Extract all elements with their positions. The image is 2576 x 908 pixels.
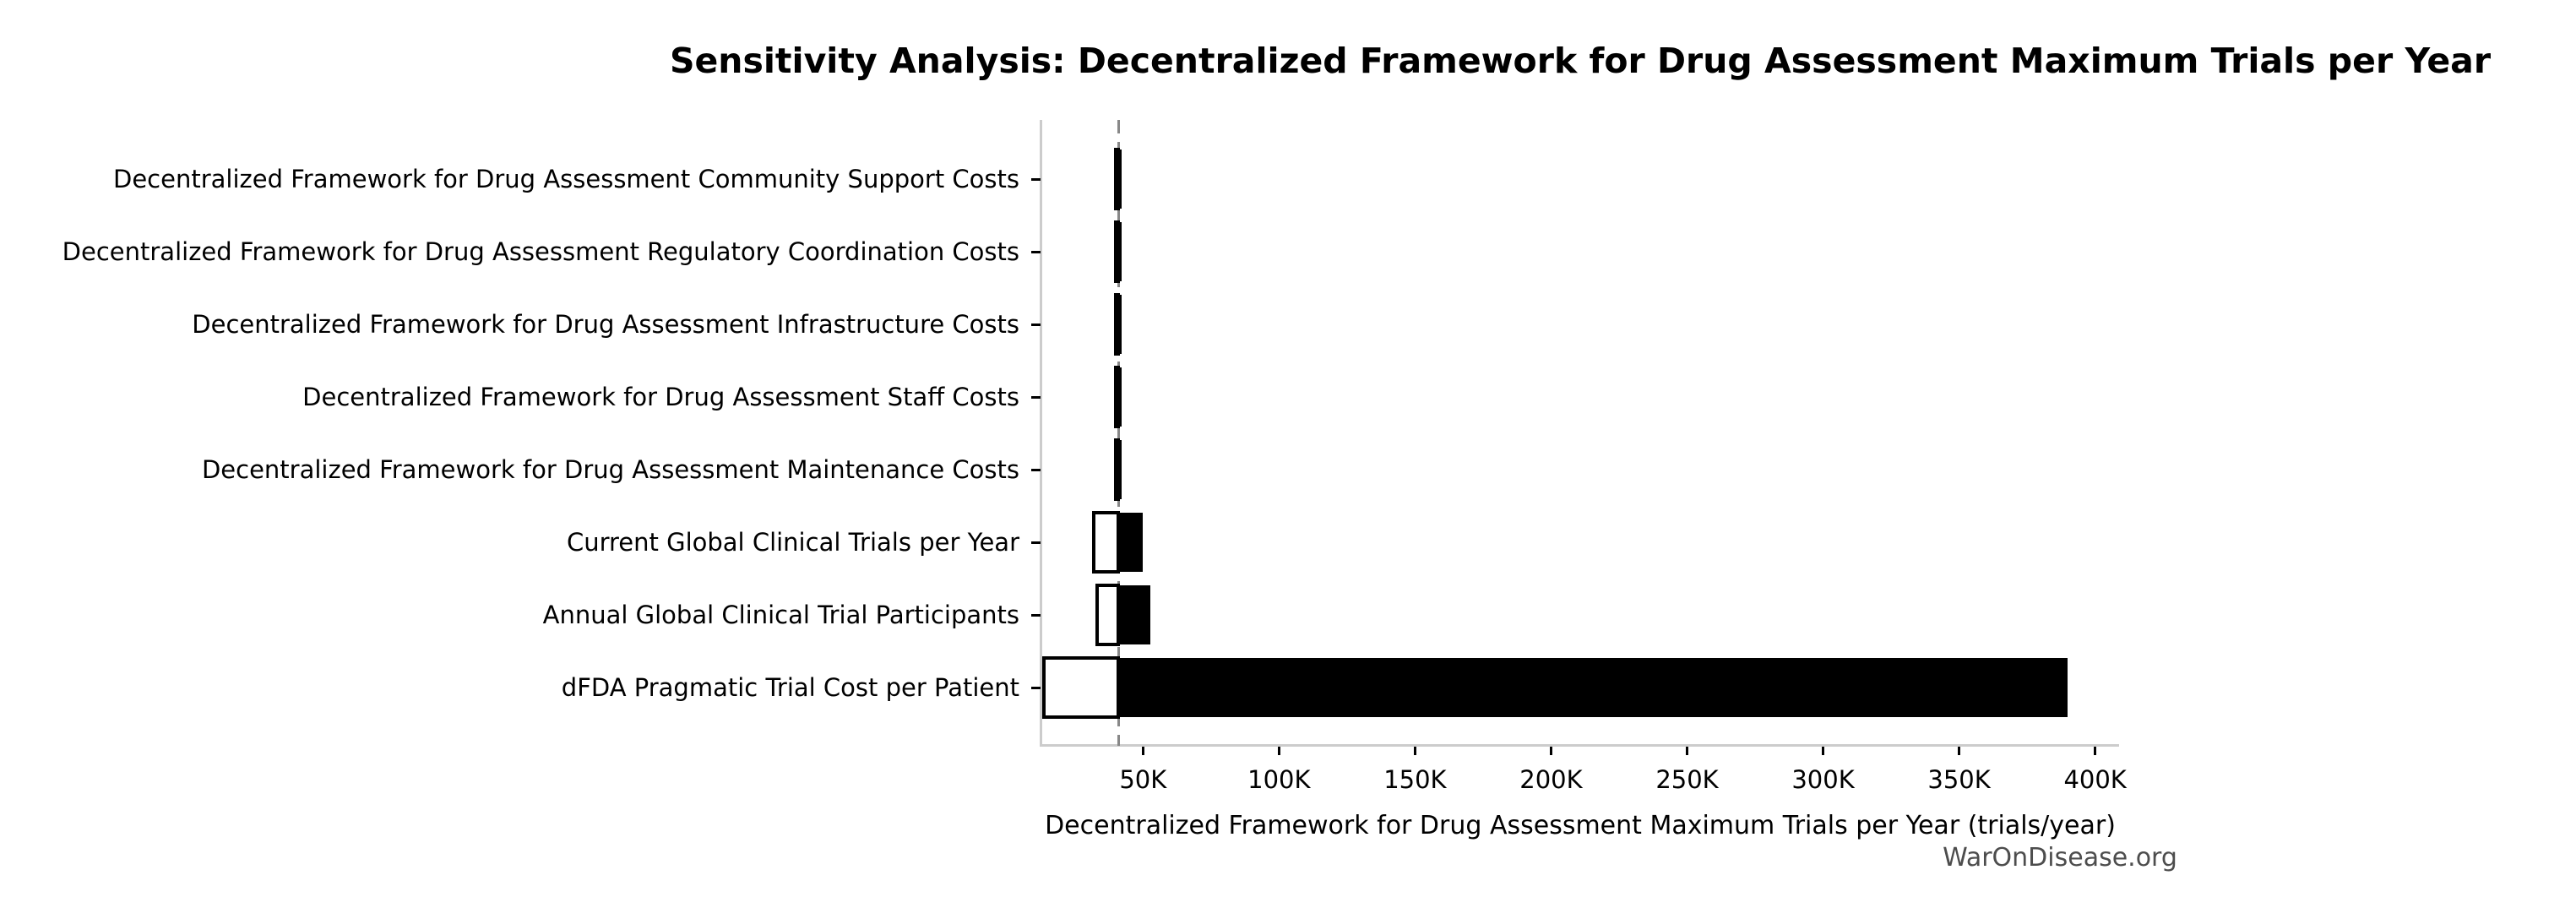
row-label: Annual Global Clinical Trial Participant… — [542, 601, 1019, 629]
bar-high-segment — [1118, 658, 2068, 717]
bar-low-segment — [1113, 293, 1121, 356]
y-tick — [1031, 468, 1041, 471]
bar-high-segment — [1118, 585, 1151, 644]
bar-high-segment — [1118, 295, 1122, 354]
x-tick — [1413, 747, 1416, 755]
x-tick-label: 400K — [2063, 765, 2127, 794]
bar-high-segment — [1118, 222, 1122, 281]
x-tick-label: 100K — [1247, 765, 1311, 794]
row-label: Decentralized Framework for Drug Assessm… — [113, 165, 1019, 193]
x-tick — [1277, 747, 1280, 755]
bar-low-segment — [1113, 438, 1121, 501]
x-tick — [1549, 747, 1552, 755]
bar-low-segment — [1113, 366, 1121, 428]
x-axis-label: Decentralized Framework for Drug Assessm… — [1045, 811, 2116, 840]
plot-area — [1040, 120, 2119, 747]
row-label: Current Global Clinical Trials per Year — [566, 528, 1019, 557]
row-label: Decentralized Framework for Drug Assessm… — [302, 383, 1019, 411]
x-tick — [1686, 747, 1688, 755]
x-tick-label: 350K — [1927, 765, 1991, 794]
bar-low-segment-fill — [1045, 660, 1117, 715]
bar-low-segment-fill — [1095, 514, 1117, 570]
x-tick-label: 300K — [1791, 765, 1855, 794]
y-tick — [1031, 686, 1041, 689]
x-tick — [1141, 747, 1144, 755]
bar-high-segment — [1118, 150, 1122, 209]
bar-high-segment — [1118, 513, 1144, 572]
watermark-text: WarOnDisease.org — [1943, 843, 2177, 873]
y-tick — [1031, 395, 1041, 399]
bar-high-segment — [1118, 367, 1122, 427]
bar-low-segment-fill — [1098, 587, 1117, 643]
x-tick-label: 50K — [1119, 765, 1167, 794]
row-label: Decentralized Framework for Drug Assessm… — [192, 310, 1019, 339]
row-label: Decentralized Framework for Drug Assessm… — [62, 237, 1019, 266]
y-tick — [1031, 323, 1041, 326]
bar-high-segment — [1118, 440, 1122, 499]
chart-title: Sensitivity Analysis: Decentralized Fram… — [669, 41, 2492, 81]
x-tick-label: 150K — [1383, 765, 1447, 794]
x-tick — [2094, 747, 2097, 755]
row-label: Decentralized Framework for Drug Assessm… — [201, 455, 1019, 484]
y-tick — [1031, 541, 1041, 544]
x-tick-label: 250K — [1655, 765, 1719, 794]
baseline-dashed-line — [1117, 120, 1120, 746]
row-label: dFDA Pragmatic Trial Cost per Patient — [561, 673, 1019, 702]
bar-low-segment — [1113, 220, 1121, 283]
x-tick — [1822, 747, 1825, 755]
x-tick-label: 200K — [1519, 765, 1583, 794]
y-tick — [1031, 613, 1041, 617]
y-tick — [1031, 250, 1041, 253]
bar-low-segment — [1113, 148, 1121, 210]
y-tick — [1031, 177, 1041, 181]
x-tick — [1958, 747, 1961, 755]
